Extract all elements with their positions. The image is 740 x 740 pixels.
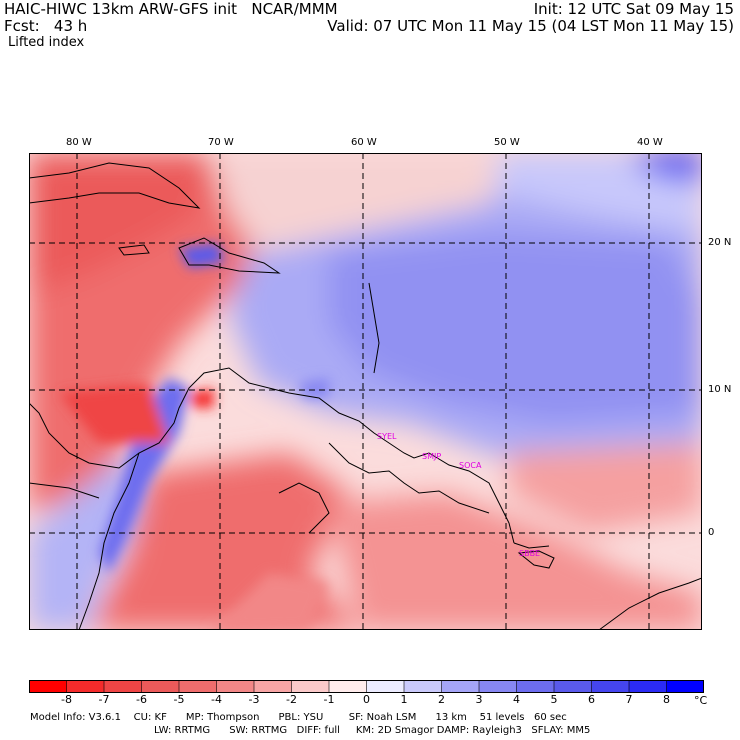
colorbar-tick-label: -1	[323, 693, 335, 706]
colorbar-cell	[516, 680, 555, 693]
colorbar-cell	[629, 680, 667, 693]
colorbar-cell	[554, 680, 592, 693]
colorbar-tick-label: 8	[663, 693, 670, 706]
lifted-index-map: SYEL SMJP SOCA SBBE	[29, 153, 702, 630]
colorbar-cell	[666, 680, 704, 693]
colorbar-tick-label: -5	[173, 693, 185, 706]
field-detail	[59, 243, 329, 630]
coastlines	[29, 162, 702, 630]
forecast-hour: Fcst: 43 h	[4, 17, 88, 35]
lat-label-20n: 20 N	[708, 237, 732, 248]
lat-label-10n: 10 N	[708, 384, 732, 395]
colorbar-tick-label: 1	[400, 693, 408, 706]
colorbar-cell	[404, 680, 442, 693]
lon-label-60w: 60 W	[351, 137, 377, 148]
lat-label-0: 0	[708, 527, 715, 538]
station-label-smjp: SMJP	[422, 452, 441, 461]
colorbar-tick-label: -2	[286, 693, 297, 706]
colorbar-tick-label: 7	[625, 693, 633, 706]
colorbar	[29, 680, 704, 693]
colorbar-unit: °C	[694, 694, 708, 707]
colorbar-cell	[329, 680, 367, 693]
colorbar-cell	[104, 680, 142, 693]
map-frame	[29, 153, 702, 630]
colorbar-tick-label: 3	[475, 693, 483, 706]
colorbar-tick-label: -7	[98, 693, 110, 706]
colorbar-tick-label: -8	[61, 693, 72, 706]
graticule	[29, 153, 702, 630]
colorbar-tick-label: -4	[211, 693, 222, 706]
model-info-line2: LW: RRTMG SW: RRTMG DIFF: full KM: 2D Sm…	[154, 725, 591, 736]
colorbar-cell	[441, 680, 480, 693]
lon-label-50w: 50 W	[494, 137, 520, 148]
model-info-line1: Model Info: V3.6.1 CU: KF MP: Thompson P…	[30, 712, 567, 723]
colorbar-cell	[591, 680, 630, 693]
field-name: Lifted index	[8, 35, 85, 50]
colorbar-tick-label: 4	[513, 693, 520, 706]
colorbar-tick-label: 6	[588, 693, 595, 706]
init-time: Init: 12 UTC Sat 09 May 15	[533, 0, 734, 18]
colorbar-cell	[66, 680, 105, 693]
colorbar-cell	[29, 680, 67, 693]
colorbar-cell	[216, 680, 255, 693]
colorbar-tick-label: 2	[438, 693, 445, 706]
colorbar-tick-label: 5	[550, 693, 558, 706]
colorbar-tick-label: 0	[363, 693, 370, 706]
station-label-sbbe: SBBE	[519, 549, 540, 558]
model-title: HAIC-HIWC 13km ARW-GFS init NCAR/MMM	[4, 0, 338, 18]
colorbar-cell	[254, 680, 292, 693]
lon-label-70w: 70 W	[208, 137, 234, 148]
lon-label-40w: 40 W	[637, 137, 663, 148]
colorbar-cell	[179, 680, 217, 693]
colorbar-cell	[141, 680, 180, 693]
colorbar-tick-label: -3	[248, 693, 260, 706]
colorbar-cell	[366, 680, 405, 693]
colorbar-cell	[291, 680, 330, 693]
colorbar-tick-label: -6	[136, 693, 147, 706]
station-labels: SYEL SMJP SOCA SBBE	[377, 432, 540, 558]
station-label-syel: SYEL	[377, 432, 397, 441]
colorbar-cell	[479, 680, 517, 693]
station-label-soca: SOCA	[459, 461, 482, 470]
valid-time: Valid: 07 UTC Mon 11 May 15 (04 LST Mon …	[327, 17, 734, 35]
lon-label-80w: 80 W	[66, 137, 92, 148]
